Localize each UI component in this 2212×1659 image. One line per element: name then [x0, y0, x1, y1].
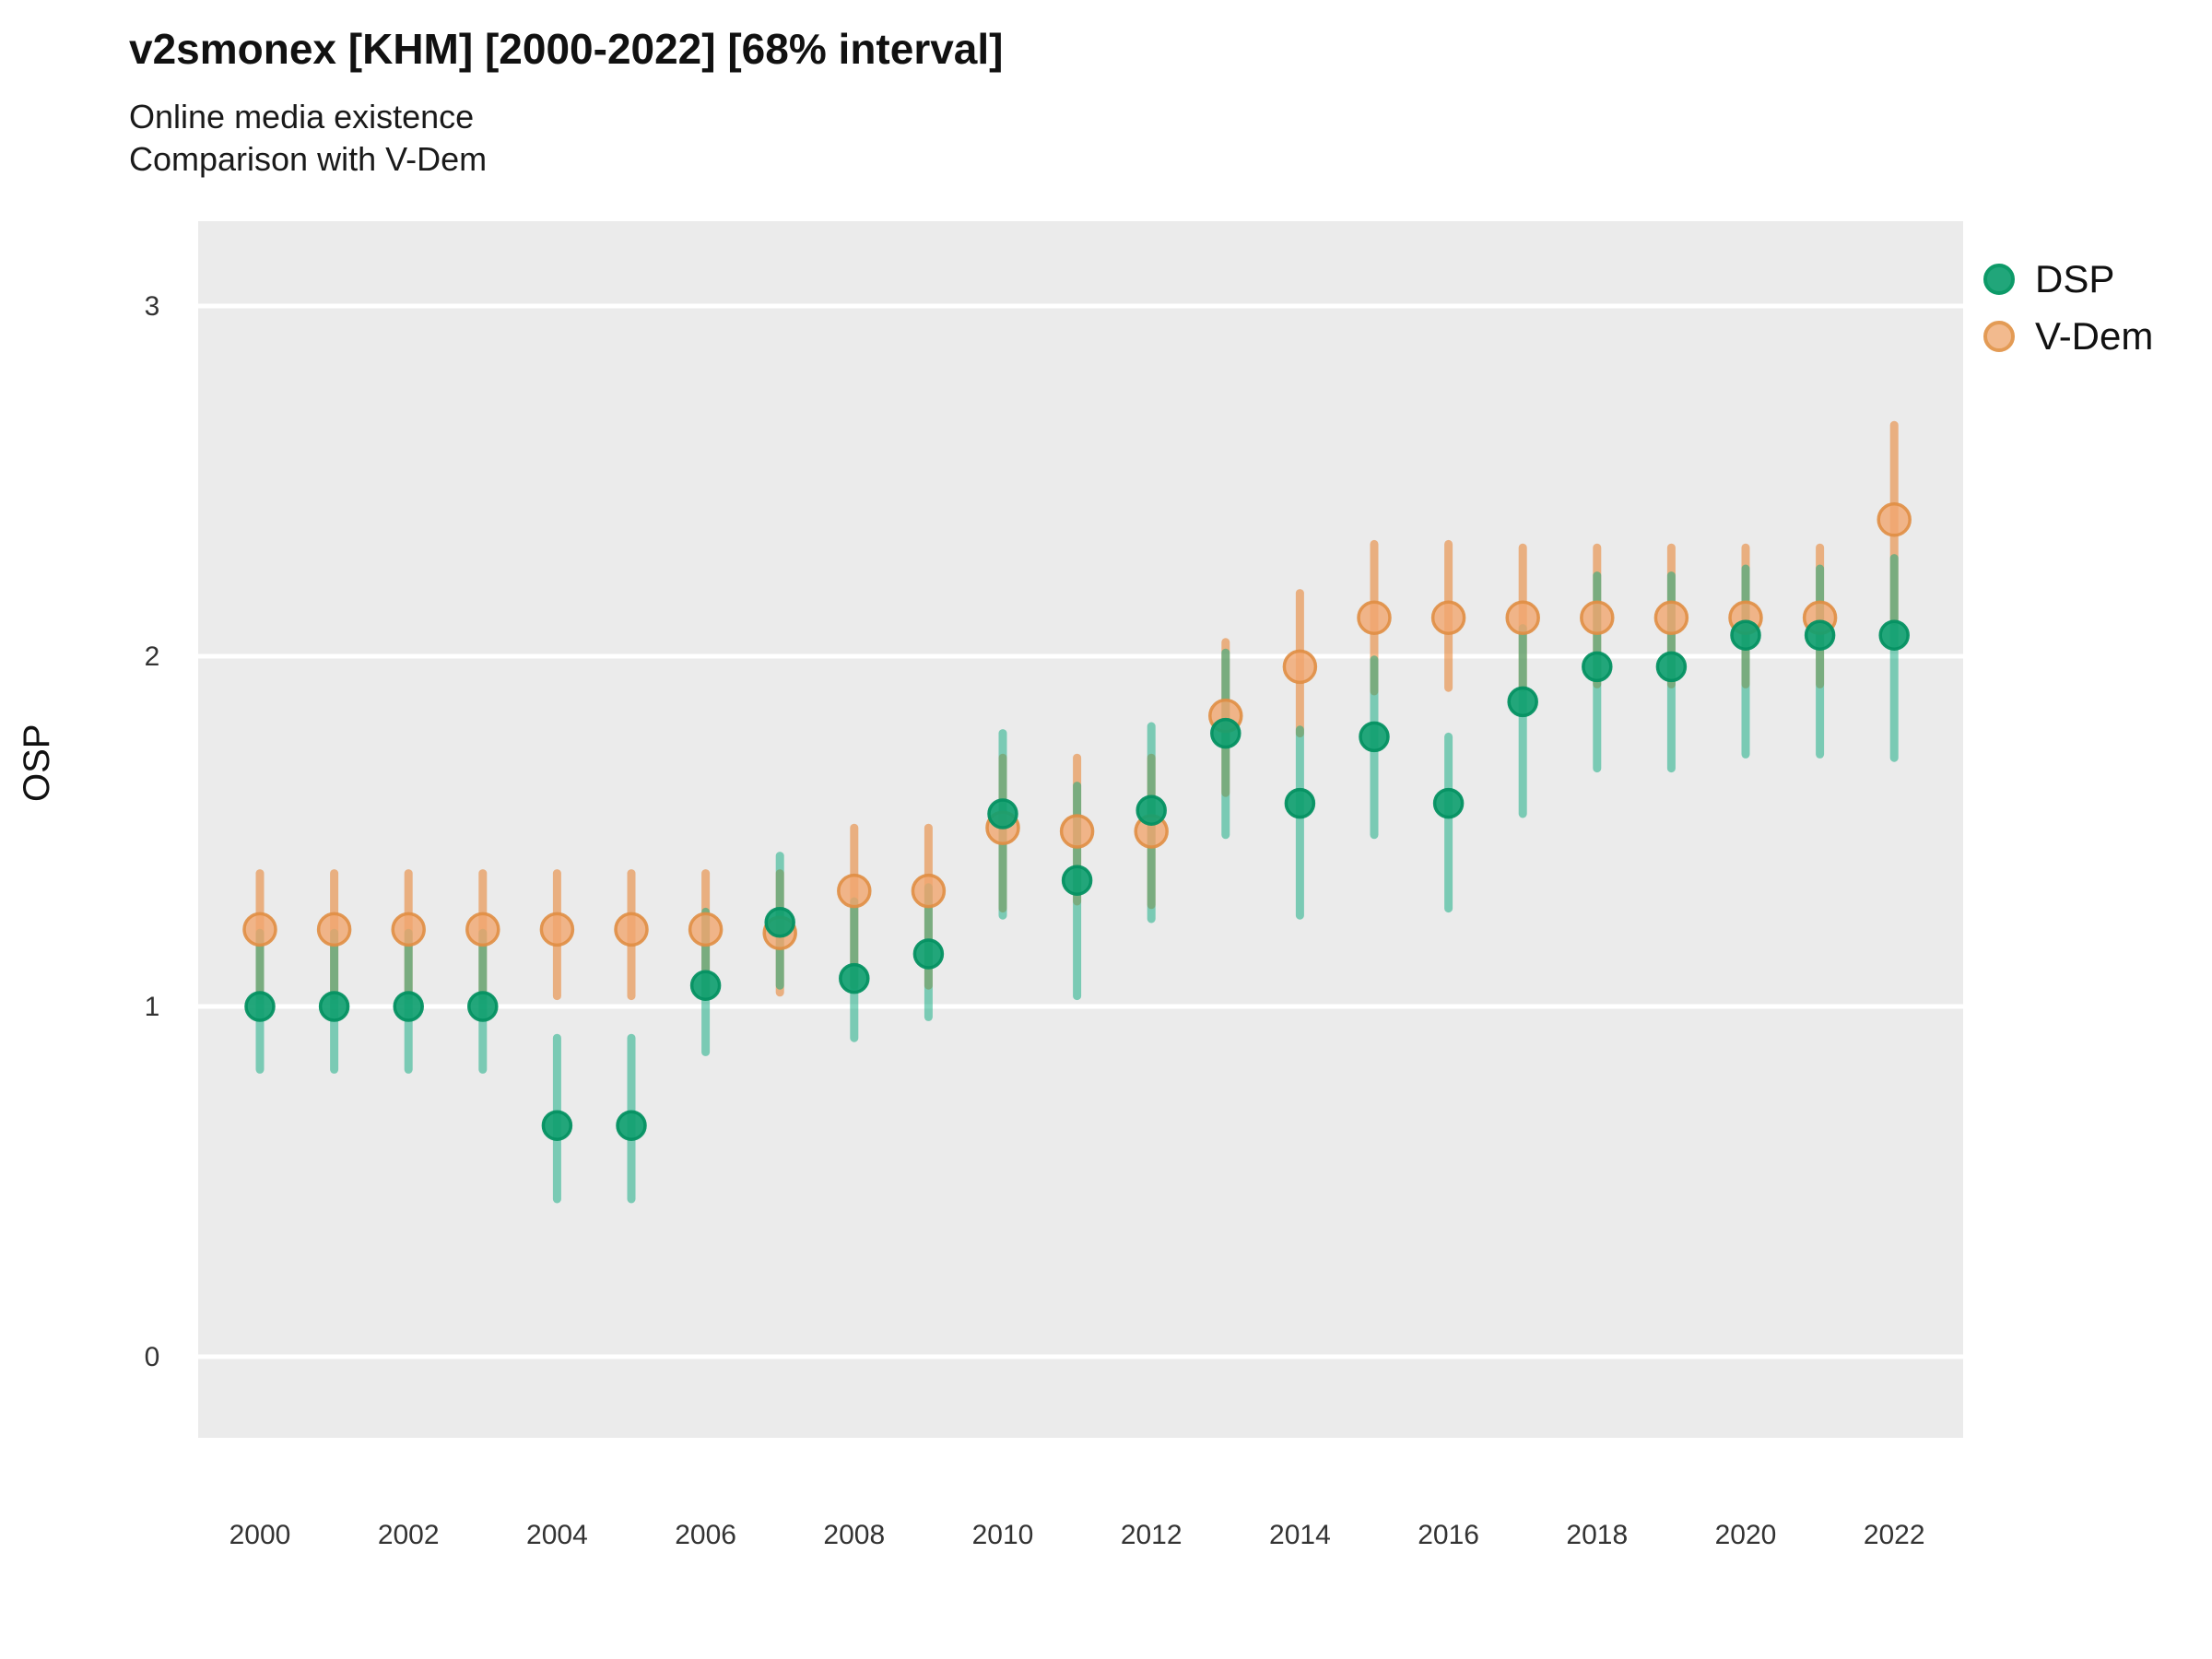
vdem-point-2000 [242, 912, 277, 947]
y-tick-label-0: 0 [145, 1342, 160, 1372]
dsp-point-2001 [318, 991, 350, 1022]
dsp-point-2013 [1210, 717, 1241, 749]
dsp-point-2018 [1582, 651, 1613, 683]
dsp-point-2008 [839, 962, 870, 994]
dsp-point-2022 [1878, 619, 1910, 651]
x-tick-label-2014: 2014 [1269, 1520, 1331, 1550]
legend-label-vdem: V-Dem [2035, 314, 2154, 358]
legend-label-dsp: DSP [2035, 257, 2115, 300]
y-tick-label-1: 1 [145, 992, 160, 1022]
vdem-point-2003 [465, 912, 500, 947]
legend-item-dsp: DSP [1983, 251, 2153, 308]
vdem-legend-dot-icon [1983, 321, 2015, 352]
dsp-point-2005 [616, 1110, 647, 1141]
vdem-point-2019 [1653, 600, 1689, 635]
dsp-point-2021 [1804, 619, 1836, 651]
x-tick-label-2020: 2020 [1715, 1520, 1777, 1550]
dsp-point-2000 [244, 991, 276, 1022]
dsp-point-2002 [393, 991, 424, 1022]
legend-item-vdem: V-Dem [1983, 308, 2153, 365]
x-tick-label-2010: 2010 [972, 1520, 1034, 1550]
dsp-point-2012 [1135, 794, 1167, 826]
vdem-point-2008 [837, 873, 872, 909]
dsp-point-2011 [1061, 865, 1093, 896]
vdem-point-2006 [688, 912, 724, 947]
vdem-point-2017 [1505, 600, 1540, 635]
x-tick-label-2022: 2022 [1864, 1520, 1925, 1550]
chart-subtitle-line1: Online media existence [129, 98, 475, 135]
vdem-point-2005 [614, 912, 649, 947]
x-tick-label-2008: 2008 [823, 1520, 885, 1550]
dsp-point-2016 [1432, 787, 1465, 819]
vdem-point-2011 [1059, 814, 1095, 849]
vdem-point-2009 [911, 873, 947, 909]
chart-subtitle-line2: Comparison with V-Dem [129, 140, 488, 178]
dsp-point-2015 [1359, 721, 1390, 753]
dsp-point-2020 [1730, 619, 1761, 651]
dsp-point-2014 [1284, 787, 1316, 819]
dsp-point-2017 [1507, 686, 1538, 718]
legend: DSP V-Dem [1983, 251, 2153, 365]
y-tick-label-2: 2 [145, 641, 160, 672]
vdem-point-2016 [1430, 600, 1466, 635]
dsp-point-2010 [987, 798, 1018, 830]
vdem-point-2002 [391, 912, 426, 947]
vdem-point-2001 [316, 912, 352, 947]
page-title: v2smonex [KHM] [2000-2022] [68% interval… [129, 25, 1004, 73]
x-tick-label-2016: 2016 [1418, 1520, 1479, 1550]
vdem-point-2022 [1877, 502, 1912, 537]
x-tick-label-2000: 2000 [229, 1520, 291, 1550]
vdem-point-2018 [1580, 600, 1615, 635]
vdem-point-2015 [1357, 600, 1392, 635]
dsp-point-2009 [912, 938, 945, 970]
x-tick-label-2004: 2004 [526, 1520, 588, 1550]
dsp-point-2003 [467, 991, 499, 1022]
x-tick-label-2012: 2012 [1121, 1520, 1182, 1550]
dsp-point-2019 [1655, 651, 1688, 683]
x-tick-label-2018: 2018 [1566, 1520, 1628, 1550]
x-tick-label-2002: 2002 [378, 1520, 440, 1550]
vdem-point-2014 [1282, 649, 1318, 685]
dsp-point-2006 [689, 970, 722, 1001]
dsp-point-2004 [541, 1110, 573, 1141]
dsp-point-2007 [764, 907, 795, 938]
dsp-legend-dot-icon [1983, 264, 2015, 295]
vdem-point-2004 [539, 912, 575, 947]
x-tick-label-2006: 2006 [675, 1520, 736, 1550]
y-tick-label-3: 3 [145, 291, 160, 322]
